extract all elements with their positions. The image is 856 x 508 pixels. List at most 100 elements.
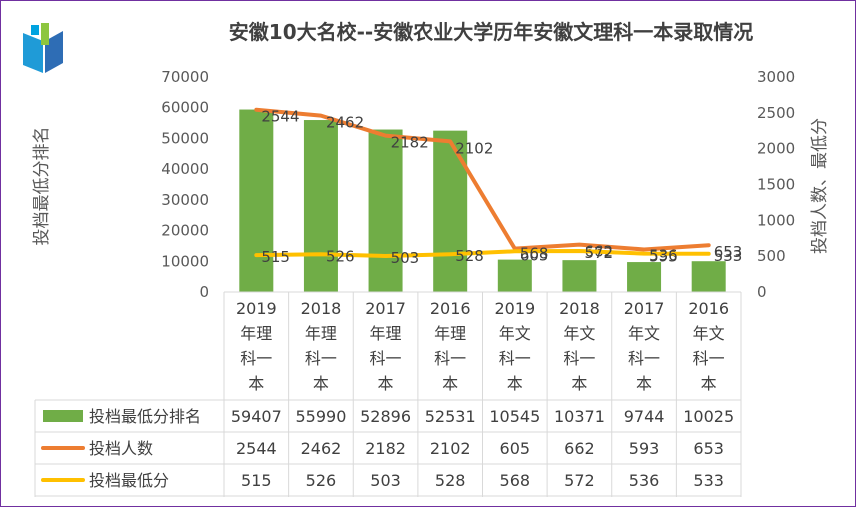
table-cell: 2102 bbox=[430, 439, 471, 458]
category-label: 本 bbox=[442, 374, 458, 393]
category-label: 本 bbox=[313, 374, 329, 393]
bar bbox=[497, 259, 532, 292]
category-label: 本 bbox=[636, 374, 652, 393]
table-cell: 653 bbox=[693, 439, 724, 458]
table-cell: 2462 bbox=[301, 439, 342, 458]
category-label: 科一 bbox=[628, 349, 660, 368]
bar bbox=[627, 262, 662, 292]
table-cell: 662 bbox=[564, 439, 595, 458]
category-label: 科一 bbox=[240, 349, 272, 368]
data-label-score: 528 bbox=[455, 247, 484, 265]
category-label: 年理 bbox=[370, 324, 402, 343]
table-cell: 2544 bbox=[236, 439, 277, 458]
y-left-tick-label: 50000 bbox=[161, 129, 209, 147]
data-label-count: 2102 bbox=[455, 139, 493, 157]
table-cell: 503 bbox=[370, 471, 401, 490]
category-label: 本 bbox=[701, 374, 717, 393]
y-left-tick-label: 20000 bbox=[161, 222, 209, 240]
table-cell: 52896 bbox=[360, 407, 411, 426]
y-left-tick-label: 70000 bbox=[161, 68, 209, 86]
y-axis-left-title: 投档最低分排名 bbox=[32, 127, 52, 246]
category-label: 2017 bbox=[365, 299, 406, 318]
category-label: 年文 bbox=[628, 324, 660, 343]
category-label: 年理 bbox=[434, 324, 466, 343]
y-left-tick-label: 30000 bbox=[161, 191, 209, 209]
bar bbox=[303, 120, 338, 292]
table-cell: 55990 bbox=[295, 407, 346, 426]
table-cell: 9744 bbox=[624, 407, 665, 426]
legend-label: 投档最低分 bbox=[89, 471, 169, 490]
category-label: 2017 bbox=[624, 299, 665, 318]
category-label: 年理 bbox=[305, 324, 337, 343]
book-logo-icon bbox=[23, 23, 63, 73]
series-line-score bbox=[254, 249, 711, 258]
category-label: 2016 bbox=[688, 299, 729, 318]
legend-label: 投档最低分排名 bbox=[89, 407, 201, 426]
legend-label: 投档人数 bbox=[89, 439, 153, 458]
series-line-count bbox=[254, 107, 711, 252]
table-cell: 572 bbox=[564, 471, 595, 490]
bar bbox=[691, 261, 726, 292]
bar bbox=[368, 129, 403, 292]
y-left-tick-label: 10000 bbox=[161, 252, 209, 270]
category-label: 本 bbox=[378, 374, 394, 393]
data-label-count: 653 bbox=[714, 243, 743, 261]
y-left-tick-label: 0 bbox=[199, 283, 209, 301]
category-label: 本 bbox=[507, 374, 523, 393]
category-label: 科一 bbox=[693, 349, 725, 368]
legend-key-bar bbox=[43, 410, 83, 422]
y-right-tick-label: 1500 bbox=[757, 176, 795, 194]
y-right-tick-label: 1000 bbox=[757, 211, 795, 229]
bar bbox=[239, 109, 274, 292]
data-label-count: 2182 bbox=[391, 134, 429, 152]
category-label: 科一 bbox=[434, 349, 466, 368]
data-label-score: 503 bbox=[391, 249, 420, 267]
category-label: 2019 bbox=[494, 299, 535, 318]
category-label: 科一 bbox=[499, 349, 531, 368]
y-right-tick-label: 0 bbox=[757, 283, 767, 301]
y-right-tick-label: 500 bbox=[757, 247, 786, 265]
category-label: 本 bbox=[571, 374, 587, 393]
category-label: 年文 bbox=[499, 324, 531, 343]
category-label: 年文 bbox=[693, 324, 725, 343]
data-label-score: 536 bbox=[649, 247, 678, 265]
y-right-tick-label: 2500 bbox=[757, 104, 795, 122]
y-axis-right-title: 投档人数、最低分 bbox=[810, 118, 830, 254]
table-cell: 10025 bbox=[683, 407, 734, 426]
category-label: 科一 bbox=[370, 349, 402, 368]
data-label-score: 533 bbox=[714, 247, 743, 265]
category-label: 科一 bbox=[305, 349, 337, 368]
category-label: 2018 bbox=[559, 299, 600, 318]
data-label-score: 568 bbox=[520, 244, 549, 262]
table-cell: 52531 bbox=[425, 407, 476, 426]
table-cell: 2182 bbox=[365, 439, 406, 458]
table-cell: 515 bbox=[241, 471, 272, 490]
plot-area: 0 10000 20000 30000 40000 50000 60000 70000 0 500… bbox=[161, 68, 795, 301]
chart-title: 安徽10大名校--安徽农业大学历年安徽文理科一本录取情况 bbox=[229, 20, 753, 44]
data-label-score: 515 bbox=[261, 248, 290, 266]
data-label-score: 526 bbox=[326, 247, 355, 265]
y-right-tick-label: 3000 bbox=[757, 68, 795, 86]
data-label-count: 2462 bbox=[326, 114, 364, 132]
table-cell: 10545 bbox=[489, 407, 540, 426]
bar bbox=[562, 260, 597, 292]
y-left-tick-label: 60000 bbox=[161, 99, 209, 117]
y-left-tick-label: 40000 bbox=[161, 160, 209, 178]
table-cell: 593 bbox=[629, 439, 660, 458]
table-cell: 568 bbox=[500, 471, 531, 490]
category-label: 年理 bbox=[240, 324, 272, 343]
y-right-tick-label: 2000 bbox=[757, 140, 795, 158]
category-label: 本 bbox=[248, 374, 264, 393]
category-label: 2018 bbox=[301, 299, 342, 318]
data-label-count: 2544 bbox=[261, 108, 299, 126]
category-label: 科一 bbox=[563, 349, 595, 368]
category-label: 年文 bbox=[563, 324, 595, 343]
table-cell: 536 bbox=[629, 471, 660, 490]
table-cell: 526 bbox=[306, 471, 337, 490]
category-label: 2019 bbox=[236, 299, 277, 318]
table-cell: 59407 bbox=[231, 407, 282, 426]
data-label-score: 572 bbox=[584, 244, 613, 262]
table-cell: 533 bbox=[693, 471, 724, 490]
